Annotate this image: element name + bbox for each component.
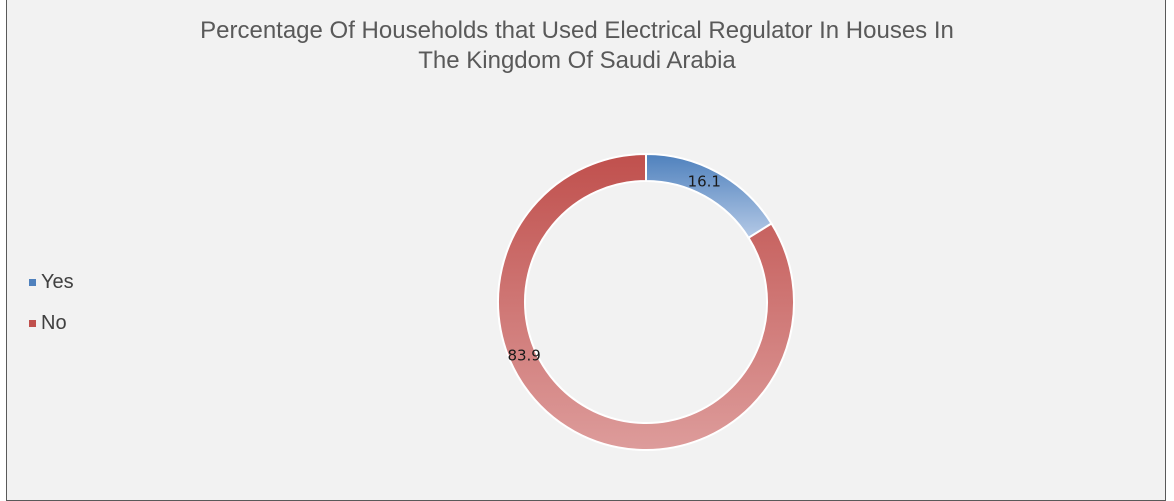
data-label-no: 83.9 [507,346,540,364]
legend-swatch-yes [29,279,36,286]
chart-title-line-1: Percentage Of Households that Used Elect… [200,17,954,44]
donut-plot: 16.1 83.9 [497,152,795,451]
chart-legend: Yes No [29,262,105,344]
chart-title-line-2: The Kingdom Of Saudi Arabia [418,47,736,74]
chart-frame: Percentage Of Households that Used Elect… [6,0,1166,501]
legend-label-yes: Yes [41,271,74,293]
donut-data-labels: 16.1 83.9 [507,172,721,364]
donut-slice-yes [645,152,773,240]
legend-item-no: No [29,303,105,344]
donut-slice-no [497,152,795,451]
chart-title: Percentage Of Households that Used Elect… [77,16,1077,76]
legend-item-yes: Yes [29,262,105,303]
legend-label-no: No [41,312,67,334]
legend-swatch-no [29,320,36,327]
data-label-yes: 16.1 [688,172,721,190]
donut-slices [497,152,795,451]
